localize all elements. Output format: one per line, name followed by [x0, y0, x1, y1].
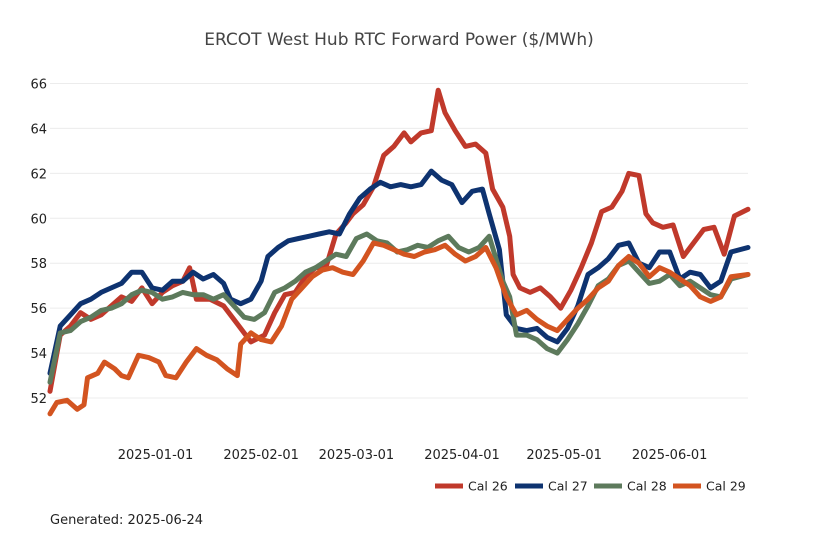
generated-timestamp: Generated: 2025-06-24	[50, 513, 204, 528]
legend-label: Cal 27	[548, 479, 588, 494]
x-tick-label: 2025-04-01	[424, 448, 500, 463]
x-tick-label: 2025-02-01	[223, 448, 299, 463]
y-tick-label: 62	[30, 167, 47, 182]
y-tick-label: 52	[30, 392, 47, 407]
y-tick-label: 58	[30, 257, 47, 272]
series-line-cal-26	[47, 87, 751, 394]
y-tick-label: 60	[30, 212, 47, 227]
legend: Cal 26 Cal 27 Cal 28 Cal 29	[435, 479, 746, 494]
x-tick-labels: 2025-01-01 2025-02-01 2025-03-01 2025-04-01…	[118, 448, 708, 463]
x-tick-label: 2025-06-01	[632, 448, 708, 463]
series-layer	[47, 87, 751, 417]
legend-label: Cal 28	[627, 479, 667, 494]
series-line-cal-29	[47, 240, 751, 417]
x-tick-label: 2025-05-01	[526, 448, 602, 463]
legend-label: Cal 26	[468, 479, 508, 494]
chart-title: ERCOT West Hub RTC Forward Power ($/MWh)	[204, 30, 594, 50]
y-tick-label: 56	[30, 302, 47, 317]
y-tick-labels: 52 54 56 58 60 62 64 66	[30, 77, 47, 407]
x-tick-label: 2025-03-01	[319, 448, 395, 463]
series-line-cal-27	[47, 168, 751, 376]
line-chart: ERCOT West Hub RTC Forward Power ($/MWh)…	[30, 30, 751, 494]
y-tick-label: 54	[30, 347, 47, 362]
y-tick-label: 64	[30, 122, 47, 137]
grid-layer	[50, 82, 748, 399]
legend-label: Cal 29	[706, 479, 746, 494]
y-tick-label: 66	[30, 77, 47, 92]
x-tick-label: 2025-01-01	[118, 448, 194, 463]
